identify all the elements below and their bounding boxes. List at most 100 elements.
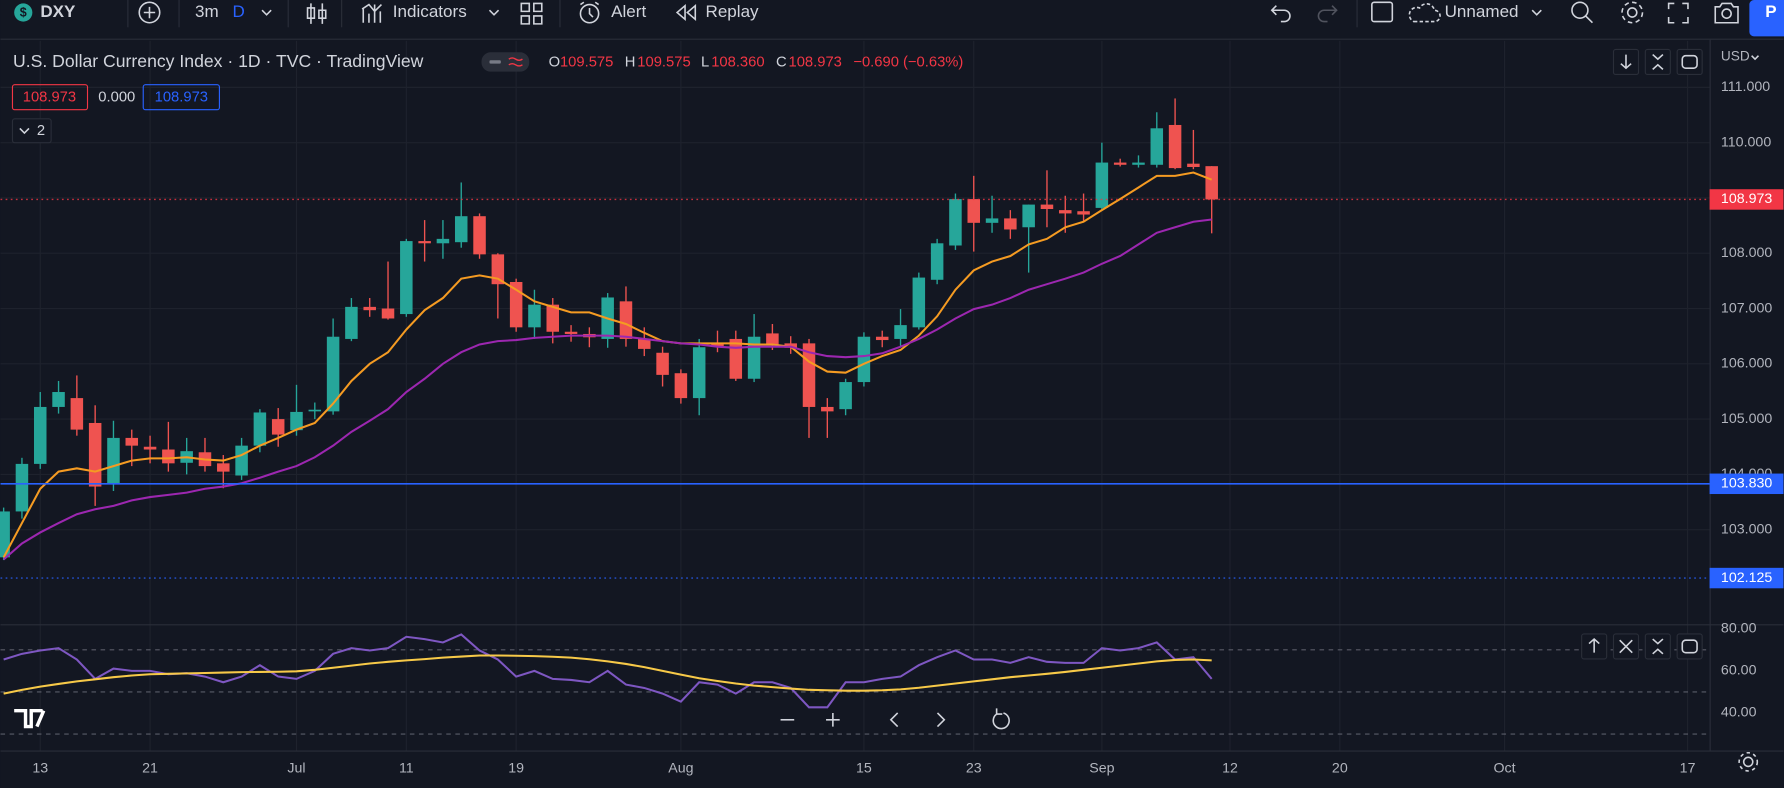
fullscreen-button[interactable] <box>1667 2 1689 24</box>
indicator-value: 108.973 <box>155 90 208 106</box>
candle-body <box>1059 210 1072 214</box>
layouts-button[interactable] <box>520 2 543 25</box>
reset-pane[interactable] <box>1676 48 1703 76</box>
cloud-icon <box>1408 3 1441 23</box>
chevron[interactable] <box>1531 9 1542 16</box>
currency[interactable]: USD <box>1721 48 1750 63</box>
candle-body <box>0 511 10 558</box>
candle-body <box>821 406 834 412</box>
ohlc-prefix: C <box>776 54 787 70</box>
ohlc-value: 108.973 <box>789 54 842 70</box>
maximize-pane[interactable] <box>1676 633 1703 660</box>
symbol-icon[interactable] <box>14 3 33 22</box>
candle-body <box>400 241 413 315</box>
candle-body <box>290 411 303 431</box>
indicator-value: 0.000 <box>98 90 135 106</box>
line-series <box>2 218 1212 561</box>
candle-body <box>692 347 706 399</box>
x-tick-label: Oct <box>1494 760 1516 776</box>
candle-body <box>381 308 395 319</box>
redo-button[interactable] <box>1317 5 1338 23</box>
candle-body <box>326 336 340 412</box>
price-label: 102.125 <box>1721 570 1772 586</box>
alert-icon[interactable] <box>579 3 600 24</box>
candle-body <box>1132 162 1145 165</box>
pane-controls: USD <box>14 48 1760 772</box>
reset-view[interactable] <box>992 708 1010 730</box>
publish-button[interactable] <box>1749 0 1784 37</box>
zoom-in[interactable] <box>826 712 840 727</box>
toolbar: $ DXY 3m D Indicators Alert Replay Unnam… <box>14 0 1784 37</box>
search-handle <box>1585 15 1594 24</box>
y-tick-label: 80.00 <box>1721 621 1757 637</box>
y-tick-label: 108.000 <box>1721 245 1772 261</box>
rectangle-tool[interactable] <box>1371 1 1394 23</box>
arrow <box>1652 638 1664 655</box>
candle-body <box>1004 218 1017 230</box>
candle-body <box>107 437 120 484</box>
ohlc-prefix: O <box>549 54 561 70</box>
candle-body <box>564 331 578 334</box>
y-tick-label: 107.000 <box>1721 300 1772 316</box>
layout-name[interactable]: Unnamed <box>1445 2 1519 21</box>
y-tick-label: 111.000 <box>1721 79 1770 95</box>
candle-body <box>363 306 376 311</box>
alert-button[interactable]: Alert <box>611 2 646 21</box>
market-status[interactable] <box>481 52 530 72</box>
symbol[interactable]: DXY <box>40 2 76 21</box>
x-tick-label: 12 <box>1222 760 1238 776</box>
gear <box>1738 751 1759 772</box>
candle-body <box>967 199 980 223</box>
collapse-button[interactable] <box>11 118 52 144</box>
candle-body <box>125 437 139 446</box>
axis-settings[interactable] <box>1742 756 1754 768</box>
replay-button[interactable]: Replay <box>706 2 760 21</box>
collapse-pane[interactable] <box>1644 633 1671 660</box>
scroll-right[interactable] <box>936 712 946 728</box>
replay-icon[interactable] <box>675 3 697 22</box>
collapse-pane[interactable] <box>1644 48 1671 76</box>
indicators-button[interactable]: Indicators <box>393 2 467 21</box>
cross <box>1619 639 1633 654</box>
compare-button[interactable] <box>138 1 161 24</box>
chevron[interactable] <box>1751 55 1760 61</box>
candle-body <box>15 463 29 512</box>
candle-body <box>88 422 102 487</box>
indicator-value: 108.973 <box>23 90 76 106</box>
snapshot-button[interactable] <box>1714 2 1739 24</box>
candle-body <box>875 336 889 341</box>
line-series <box>3 633 1213 709</box>
undo-button[interactable] <box>1270 5 1291 23</box>
price-label-bg <box>1709 473 1784 495</box>
candle-body <box>1168 124 1182 169</box>
candle-body <box>308 409 322 412</box>
scroll-left[interactable] <box>889 712 899 728</box>
change: −0.690 (−0.63%) <box>853 54 963 70</box>
candle-body <box>509 281 523 328</box>
candle-body <box>949 199 962 246</box>
settings-button[interactable] <box>1626 7 1638 18</box>
candle-body <box>454 216 468 243</box>
y-tick-label: 106.000 <box>1721 356 1772 372</box>
search-button[interactable] <box>1571 1 1589 19</box>
tv-logo[interactable] <box>14 708 46 729</box>
ohlc-prefix: H <box>625 54 636 70</box>
interval-button[interactable]: 3m <box>195 2 219 21</box>
indicator-box <box>11 84 89 111</box>
x-tick-label: 13 <box>32 760 48 776</box>
candle-body <box>1187 163 1200 167</box>
candle-body <box>143 446 157 450</box>
candle-body <box>638 338 651 349</box>
lens <box>1721 8 1732 19</box>
candle-body <box>217 463 230 472</box>
chevron[interactable] <box>261 9 272 16</box>
candle-body <box>271 419 285 435</box>
plot <box>0 98 1710 709</box>
chart-type-button[interactable] <box>306 3 327 24</box>
candle-body <box>491 254 505 285</box>
indicators-icon[interactable] <box>361 3 383 23</box>
price-label-bg <box>1709 189 1784 210</box>
interval-favorite[interactable]: D <box>232 2 244 21</box>
chevron[interactable] <box>488 9 500 16</box>
